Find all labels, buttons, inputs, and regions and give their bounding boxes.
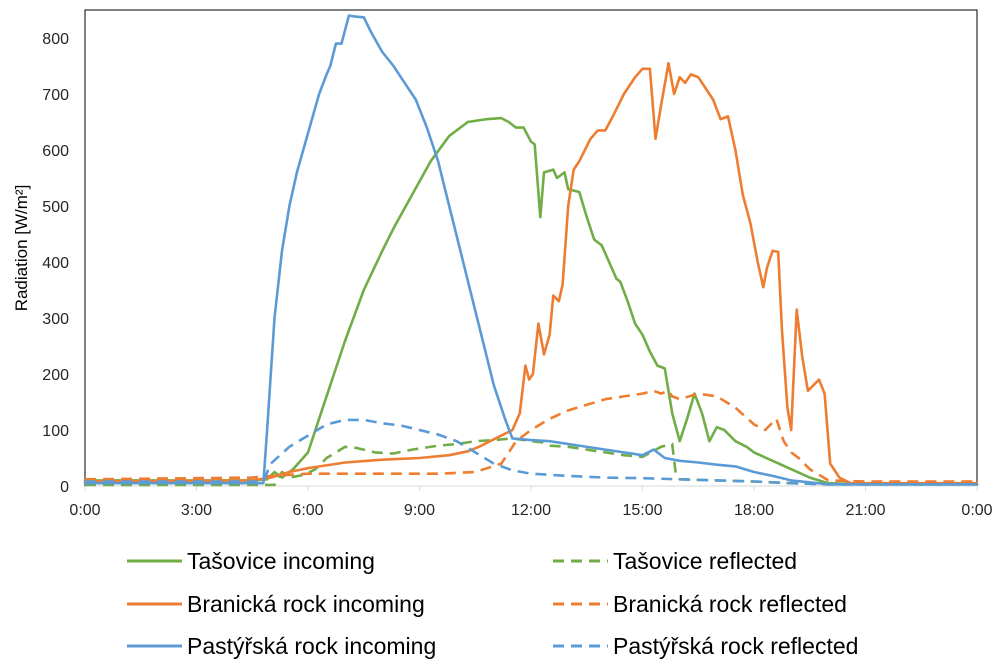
legend-label-2: Tašovice reflected: [613, 548, 797, 574]
y-tick-label: 800: [42, 31, 69, 48]
x-tick-label: 18:00: [734, 502, 774, 519]
series-line-3: [83, 61, 979, 485]
x-tick-label: 9:00: [404, 502, 435, 519]
series-lines: [83, 14, 979, 487]
series-line-6: [85, 418, 977, 486]
legend-label-1: Tašovice incoming: [187, 548, 375, 574]
x-tick-label: 21:00: [845, 502, 885, 519]
y-tick-label: 0: [60, 479, 69, 496]
series-line-1: [83, 116, 979, 486]
x-axis-ticks: 0:00 3:00 6:00 9:00 12:00 15:00 18:00 21:00 0:00: [69, 486, 993, 519]
x-tick-label: 0:00: [69, 502, 100, 519]
legend-label-5: Pastýřská rock incoming: [187, 633, 436, 659]
x-tick-label: 0:00: [961, 502, 992, 519]
legend: Tašovice incoming Tašovice reflected Brani…: [127, 548, 858, 659]
plot-area: [84, 9, 978, 487]
x-tick-label: 12:00: [511, 502, 551, 519]
series-line-4: [84, 389, 977, 483]
x-tick-label: 3:00: [181, 502, 212, 519]
legend-label-3: Branická rock incoming: [187, 591, 425, 617]
y-tick-label: 100: [42, 423, 69, 440]
y-axis-ticks: 0 100 200 300 400 500 600 700 800: [42, 31, 69, 496]
legend-label-4: Branická rock reflected: [613, 591, 847, 617]
y-tick-label: 500: [42, 199, 69, 216]
y-tick-label: 700: [42, 87, 69, 104]
y-tick-label: 600: [42, 143, 69, 160]
y-tick-label: 200: [42, 367, 69, 384]
y-tick-label: 400: [42, 255, 69, 272]
y-axis-title: Radiation [W/m²]: [12, 185, 31, 312]
y-tick-label: 300: [42, 311, 69, 328]
x-tick-label: 15:00: [622, 502, 662, 519]
series-line-5: [83, 14, 979, 486]
legend-label-6: Pastýřská rock reflected: [613, 633, 858, 659]
x-tick-label: 6:00: [292, 502, 323, 519]
